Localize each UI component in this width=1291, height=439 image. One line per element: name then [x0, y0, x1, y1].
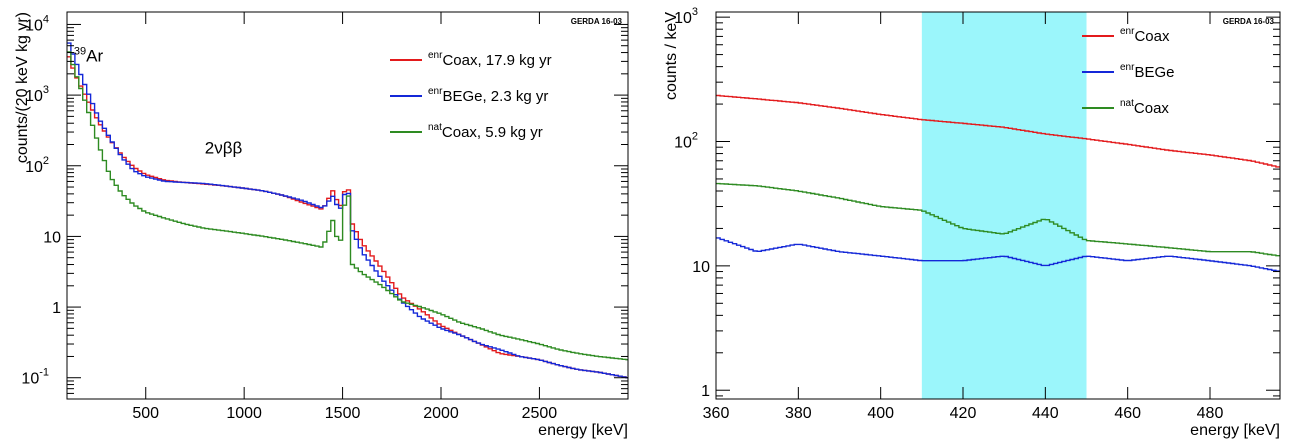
right-y-tick-label: 10 — [692, 259, 710, 276]
right-plot-frame — [715, 11, 1281, 400]
right-spectrum-chart: 360 380 400 420 440 460 480 1 10 102 103 energy [ke… — [663, 6, 1281, 439]
left-y-tick-label: 10-1 — [21, 367, 49, 388]
left-x-tick-label: 2500 — [522, 405, 558, 422]
right-y-tick-label: 103 — [674, 6, 698, 27]
right-x-tick-label: 400 — [867, 405, 894, 422]
left-y-axis-label: counts/(20 keV kg yr) — [14, 12, 31, 163]
left-x-tick-label: 2000 — [423, 405, 459, 422]
left-x-tick-label: 1500 — [325, 405, 361, 422]
right-x-axis-label: energy [keV] — [1190, 422, 1280, 439]
right-y-axis-label: counts / keV — [663, 12, 680, 100]
right-series-line-2 — [716, 182, 1280, 257]
left-x-axis-label: energy [keV] — [538, 422, 628, 439]
left-y-tick-label: 103 — [25, 84, 49, 105]
left-gerda-badge: GERDA 16-03 — [571, 17, 623, 26]
right-y-tick-label: 1 — [701, 383, 710, 400]
right-legend-entry-1: enrBEGe — [1120, 62, 1174, 81]
left-legend-entry-1: enrBEGe, 2.3 kg yr — [428, 86, 548, 105]
left-x-tick-label: 500 — [132, 405, 159, 422]
left-annotation-0: 39Ar — [74, 45, 104, 65]
left-spectrum-chart: 500 1000 1500 2000 2500 10-1 1 10 102 103 104 energ… — [14, 11, 629, 439]
right-x-tick-label: 360 — [703, 405, 730, 422]
left-y-tick-label: 104 — [25, 13, 49, 34]
left-series-line-1 — [67, 42, 628, 379]
left-plot-frame — [66, 11, 629, 400]
right-series-line-1 — [716, 237, 1280, 272]
right-y-tick-label: 102 — [674, 131, 698, 152]
right-series-line-0 — [716, 94, 1280, 168]
left-y-tick-label: 102 — [25, 155, 49, 176]
right-gerda-badge: GERDA 16-03 — [1223, 17, 1275, 26]
right-x-tick-label: 380 — [785, 405, 812, 422]
right-x-tick-label: 420 — [950, 405, 977, 422]
left-series-line-2 — [67, 51, 628, 361]
right-legend-entry-0: enrCoax — [1120, 26, 1170, 45]
left-annotation-1: 2νββ — [205, 138, 243, 157]
right-x-tick-label: 460 — [1114, 405, 1141, 422]
left-x-tick-label: 1000 — [226, 405, 262, 422]
left-y-tick-label: 10 — [43, 229, 61, 246]
left-legend-entry-2: natCoax, 5.9 kg yr — [428, 122, 543, 141]
right-x-tick-label: 480 — [1197, 405, 1224, 422]
right-highlight-band — [921, 12, 1087, 399]
right-legend-entry-2: natCoax — [1120, 98, 1169, 117]
right-x-tick-label: 440 — [1032, 405, 1059, 422]
left-y-tick-label: 1 — [52, 300, 61, 317]
left-legend-entry-0: enrCoax, 17.9 kg yr — [428, 50, 552, 69]
